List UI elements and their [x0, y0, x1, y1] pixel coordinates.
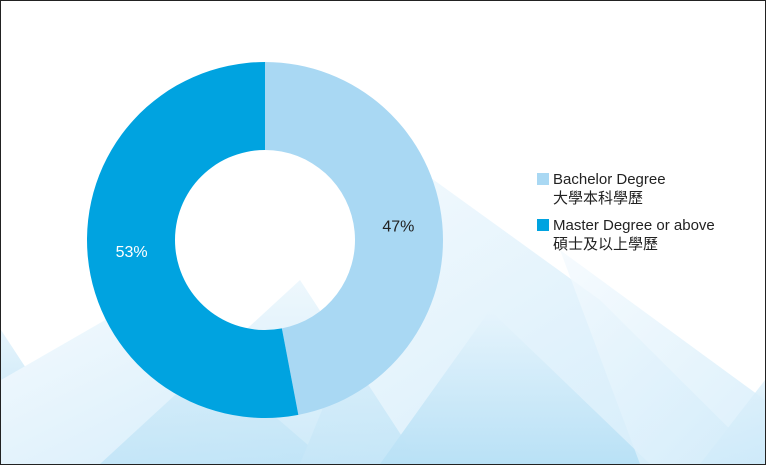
legend-swatch [537, 173, 549, 185]
legend-label-translation: 大學本科學歷 [553, 189, 643, 207]
donut-slice [265, 62, 444, 415]
legend-label: Bachelor Degree [553, 171, 666, 188]
legend-label-translation: 碩士及以上學歷 [553, 235, 658, 253]
background-mountains [1, 170, 765, 464]
data-label: 53% [116, 244, 148, 261]
legend-label: Master Degree or above [553, 217, 715, 234]
legend-swatch [537, 219, 549, 231]
data-label: 47% [382, 219, 414, 236]
donut-slice [87, 62, 299, 418]
